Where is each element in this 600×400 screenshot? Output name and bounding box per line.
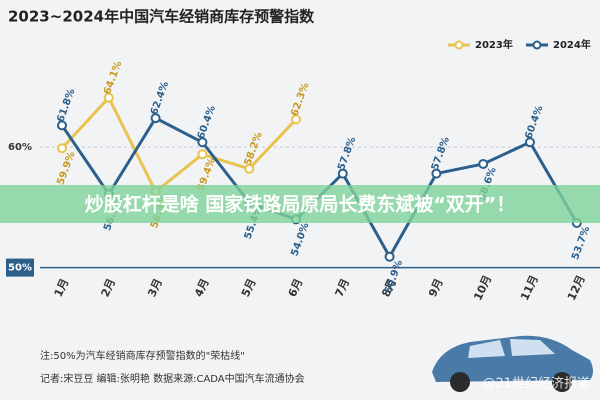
car-illustration xyxy=(432,335,593,392)
legend-label: 2024年 xyxy=(553,38,591,51)
chart-title: 2023~2024年中国汽车经销商库存预警指数 xyxy=(8,8,315,26)
data-point xyxy=(525,137,535,148)
legend-swatch-dot xyxy=(532,40,542,50)
legend-swatch-dot xyxy=(454,40,464,50)
data-point xyxy=(337,168,348,179)
y-tick-label: 50% xyxy=(8,263,32,274)
data-point xyxy=(431,168,442,179)
data-point xyxy=(57,143,67,154)
data-point xyxy=(197,137,208,148)
data-point xyxy=(150,113,161,124)
data-point xyxy=(57,120,67,131)
watermark: @21世纪经济报道 xyxy=(482,377,590,392)
overlay-banner-bg xyxy=(0,185,600,223)
series-line xyxy=(60,95,298,194)
data-point xyxy=(384,251,395,262)
credits: 记者:宋豆豆 编辑:张明艳 数据来源:CADA中国汽车流通协会 xyxy=(40,372,305,385)
data-point xyxy=(244,163,255,174)
note: 注:50%为汽车经销商库存预警指数的"荣枯线" xyxy=(40,349,245,362)
data-point xyxy=(478,158,489,169)
y-tick-box xyxy=(6,258,34,277)
overlay-banner: 炒股杠杆是啥 国家铁路局原局长费东斌被“双开”！ xyxy=(85,193,516,216)
data-point xyxy=(197,149,208,160)
y-tick-label: 60% xyxy=(8,142,32,153)
data-point xyxy=(291,114,301,125)
legend-label: 2023年 xyxy=(475,38,513,51)
data-point xyxy=(103,92,114,103)
